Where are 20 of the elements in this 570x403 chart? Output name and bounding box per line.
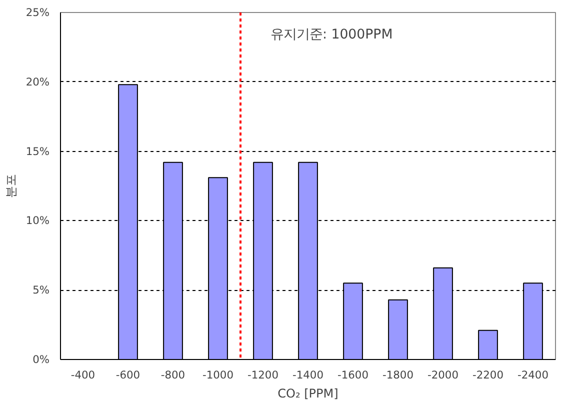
x-axis-title: CO₂ [PPM] (278, 386, 338, 400)
y-tick-label: 20% (26, 75, 50, 88)
y-axis-title: 분포 (4, 174, 18, 198)
x-tick-label: -1800 (382, 368, 414, 382)
y-tick-label: 5% (32, 284, 50, 297)
x-tick-label: -2200 (472, 368, 504, 382)
ref-line-label: 유지기준: 1000PPM (270, 28, 393, 42)
x-tick-label: -400 (70, 368, 96, 382)
x-tick-label: -1200 (248, 368, 279, 382)
y-tick-label: 25% (26, 6, 50, 19)
x-tick-label: -1600 (338, 368, 369, 382)
x-tick-label: -2000 (428, 368, 459, 382)
y-tick-label: 0% (32, 353, 50, 366)
x-tick-label: -600 (116, 368, 140, 382)
x-tick-label: -800 (160, 368, 186, 382)
x-tick-label: -1400 (292, 368, 324, 382)
x-tick-label: -1000 (202, 368, 234, 382)
y-tick-label: 10% (26, 214, 50, 228)
x-tick-label: -2400 (518, 368, 549, 382)
y-tick-label: 15% (26, 144, 50, 158)
